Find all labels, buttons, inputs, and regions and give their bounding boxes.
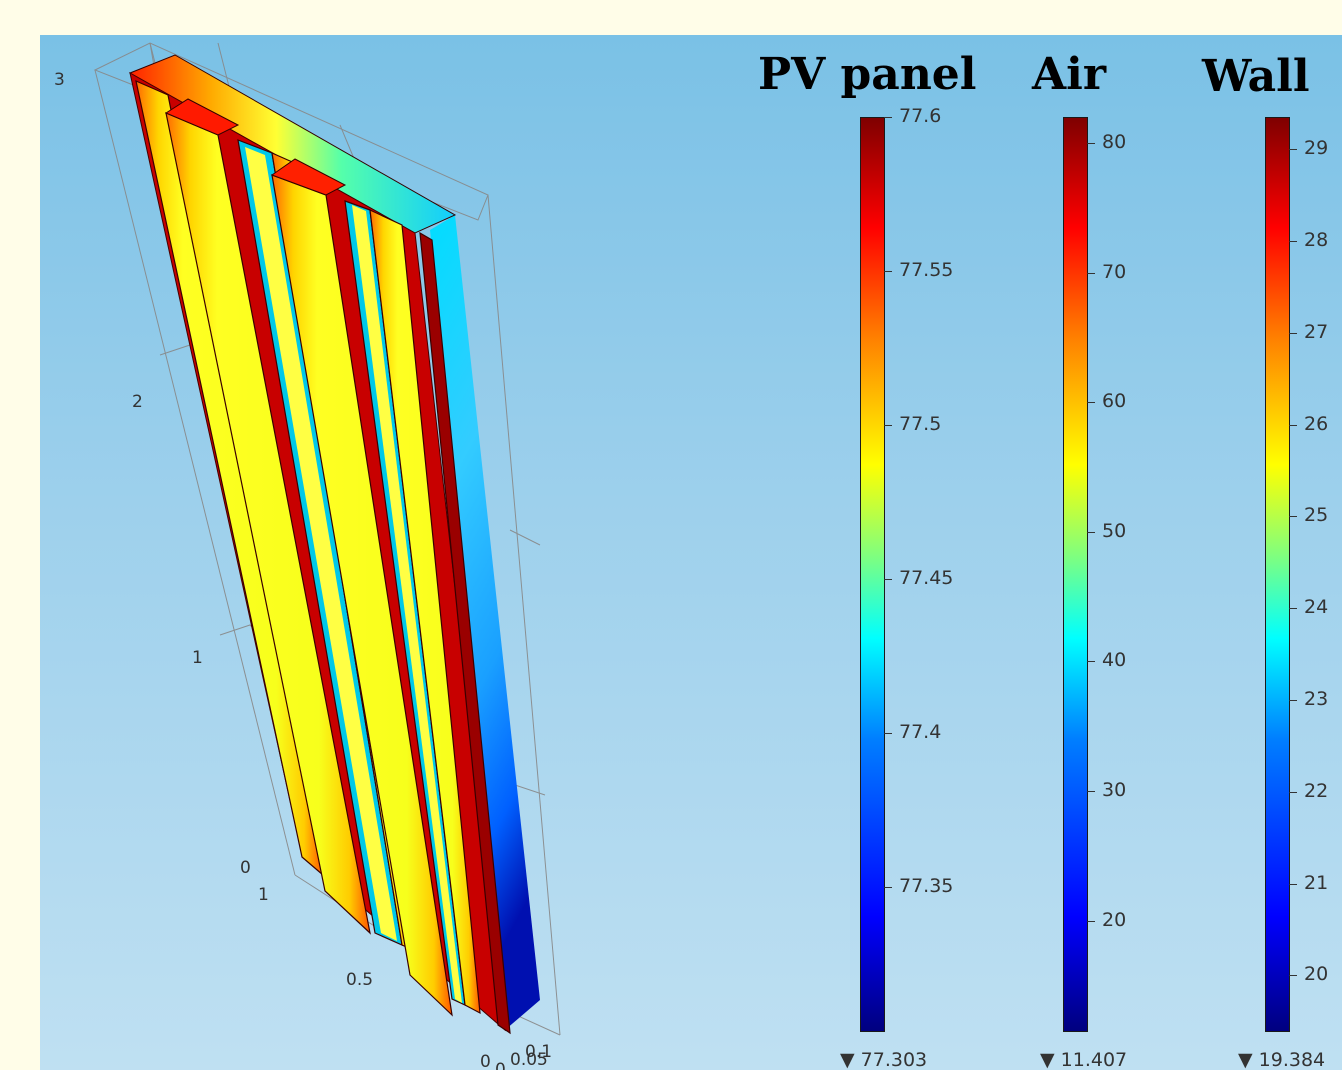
slab-side-face — [430, 215, 540, 1030]
colorbar-tick-label: 77.5 — [899, 413, 942, 436]
x-tick-0: 0 — [495, 1060, 506, 1070]
colorbar-tick-label: 24 — [1304, 596, 1329, 619]
colorbar-tick-mark — [1289, 975, 1297, 977]
colorbar-tick-label: 77.55 — [899, 259, 954, 282]
colorbar-tick-label: 77.45 — [899, 567, 954, 590]
colorbar-pv-panel-min: ▼ 77.303 — [840, 1049, 928, 1070]
colorbar-tick-label: 80 — [1102, 130, 1127, 153]
colorbar-tick-mark — [1289, 332, 1297, 334]
colorbar-tick-mark — [1087, 402, 1095, 404]
colorbar-tick-mark — [1087, 142, 1095, 144]
colorbar-tick-label: 21 — [1304, 871, 1329, 894]
colorbar-tick-label: 77.6 — [899, 105, 942, 127]
colorbar-air-gradient — [1063, 117, 1088, 1032]
colorbar-tick-label: 20 — [1102, 908, 1127, 931]
colorbar-tick-label: 77.35 — [899, 875, 954, 898]
plot-frame: 3 2 1 0 1 0.5 0 0.1 0.05 0 PV panel 77.6… — [40, 35, 1342, 1070]
colorbar-tick-mark — [1087, 272, 1095, 274]
colorbar-tick-label: 22 — [1304, 779, 1329, 802]
z-tick-0: 0 — [240, 858, 251, 878]
colorbar-tick-label: 50 — [1102, 519, 1127, 542]
y-tick-1: 1 — [258, 885, 269, 905]
colorbar-tick-label: 77.4 — [899, 721, 942, 744]
colorbar-tick-label: 25 — [1304, 504, 1329, 527]
y-tick-0.5: 0.5 — [346, 970, 373, 990]
colorbar-tick-label: 20 — [1304, 963, 1329, 986]
z-tick-3: 3 — [54, 70, 65, 90]
colorbar-tick-label: 60 — [1102, 390, 1127, 413]
colorbar-tick-label: 28 — [1304, 228, 1329, 251]
colorbar-tick-mark — [1289, 700, 1297, 701]
colorbar-title-pv-panel: PV panel — [758, 49, 977, 100]
colorbar-tick-mark — [1087, 791, 1095, 792]
colorbar-tick-mark — [1289, 791, 1297, 793]
colorbar-tick-mark — [1289, 608, 1297, 610]
colorbar-tick-mark — [884, 579, 892, 581]
colorbar-tick-mark — [884, 271, 892, 273]
colorbar-tick-mark — [1087, 661, 1095, 663]
colorbar-tick-mark — [1289, 149, 1297, 151]
colorbar-pv-panel-gradient — [860, 117, 885, 1032]
x-tick-0.1: 0.1 — [525, 1042, 552, 1062]
colorbar-tick-label: 29 — [1304, 137, 1329, 160]
colorbar-tick-mark — [884, 117, 892, 118]
colorbar-tick-label: 23 — [1304, 688, 1329, 710]
z-tick-1: 1 — [192, 648, 203, 668]
colorbar-tick-mark — [1087, 920, 1095, 922]
3d-model-view: 3 2 1 0 1 0.5 0 0.1 0.05 0 — [54, 42, 561, 1070]
colorbar-tick-label: 26 — [1304, 412, 1329, 435]
colorbar-tick-label: 40 — [1102, 649, 1127, 672]
colorbar-tick-label: 70 — [1102, 260, 1127, 283]
colorbar-tick-mark — [1289, 883, 1297, 885]
z-tick-2: 2 — [132, 392, 143, 412]
strip-caps — [164, 98, 347, 196]
colorbar-wall-gradient — [1265, 117, 1290, 1032]
colorbar-tick-mark — [1289, 516, 1297, 518]
colorbar-tick-label: 30 — [1102, 779, 1127, 801]
colorbar-tick-mark — [1289, 240, 1297, 242]
y-tick-0: 0 — [480, 1052, 491, 1070]
colorbar-tick-mark — [884, 425, 892, 427]
colorbar-wall-min: ▼ 19.384 — [1238, 1049, 1326, 1070]
x-tick-0.05: 0.05 — [510, 1050, 548, 1070]
colorbar-title-air: Air — [1032, 49, 1107, 100]
colorbar-air-min: ▼ 11.407 — [1040, 1049, 1128, 1070]
colorbar-tick-mark — [884, 733, 892, 735]
colorbar-tick-mark — [1289, 424, 1297, 426]
channel-strips — [135, 79, 511, 1035]
colorbar-title-wall: Wall — [1202, 51, 1310, 102]
axis-labels: 3 2 1 0 1 0.5 0 0.1 0.05 0 — [54, 70, 552, 1070]
colorbar-tick-label: 27 — [1304, 320, 1329, 343]
colorbar-tick-mark — [884, 887, 892, 889]
colorbar-tick-mark — [1087, 531, 1095, 533]
